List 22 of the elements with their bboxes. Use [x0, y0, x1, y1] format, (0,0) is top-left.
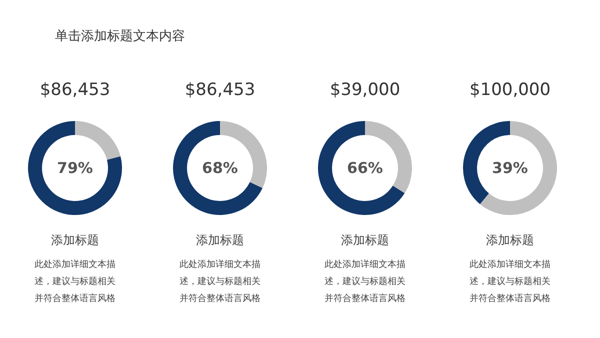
text: 68% [202, 159, 238, 177]
text: 添加标题 [196, 233, 244, 247]
chart-title: $86,453 [40, 80, 110, 100]
donut-slice [173, 121, 263, 215]
text: 添加标题 [341, 233, 389, 247]
text: 添加标题 [51, 233, 99, 247]
text: 此处添加详细文本描述，建议与标题相关并符合整体语言风格 [180, 259, 260, 304]
chart-title: $39,000 [330, 80, 400, 100]
text: 单击添加标题文本内容 [55, 28, 185, 44]
text: 39% [492, 159, 528, 177]
donut-slice [28, 121, 122, 215]
donut-slice [480, 121, 557, 215]
text: 此处添加详细文本描述，建议与标题相关并符合整体语言风格 [34, 259, 116, 304]
text: 此处添加详细文本描述，建议与标题相关并符合整体语言风格 [470, 259, 550, 304]
donut-slice [318, 121, 405, 215]
chart-title: $100,000 [469, 80, 551, 100]
text: 79% [57, 159, 93, 177]
text: 此处添加详细文本描述，建议与标题相关并符合整体语言风格 [324, 259, 406, 304]
text: 66% [347, 159, 383, 177]
donut-slice [75, 121, 121, 160]
chart-title: $86,453 [184, 80, 256, 100]
text: 添加标题 [486, 233, 534, 247]
